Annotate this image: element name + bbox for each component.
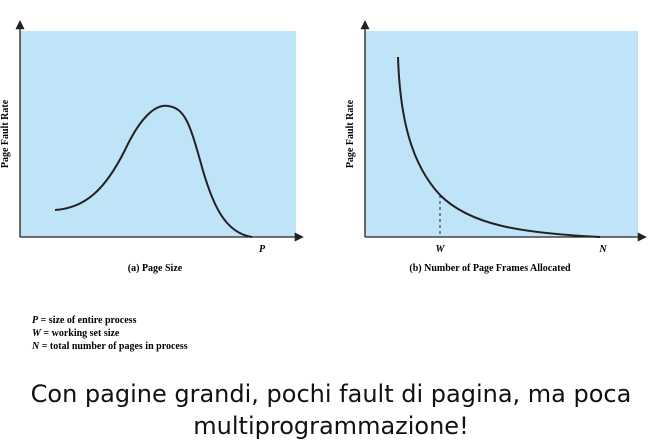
curve bbox=[54, 104, 253, 238]
plot-area bbox=[20, 31, 296, 237]
y-label: Page Fault Rate bbox=[0, 99, 11, 168]
legend-text: = working set size bbox=[43, 328, 120, 339]
legend-symbol: P bbox=[32, 315, 39, 326]
legend-symbol: W bbox=[32, 328, 42, 339]
legend-item: W = working set size bbox=[32, 328, 120, 339]
x-mark: P bbox=[259, 244, 266, 255]
panel-caption: (a) Page Size bbox=[128, 263, 183, 274]
legend-symbol: N bbox=[31, 341, 40, 352]
x-mark: W bbox=[436, 244, 446, 255]
panel-caption: (b) Number of Page Frames Allocated bbox=[409, 263, 571, 274]
legend-item: N = total number of pages in process bbox=[31, 341, 188, 352]
legend-text: = total number of pages in process bbox=[42, 341, 188, 352]
x-mark: N bbox=[598, 244, 607, 255]
legend-text: = size of entire process bbox=[41, 315, 137, 326]
legend-item: P = size of entire process bbox=[32, 315, 137, 326]
footer-line: multiprogrammazione! bbox=[193, 412, 468, 440]
plot-area bbox=[365, 31, 638, 237]
y-label: Page Fault Rate bbox=[345, 99, 356, 168]
footer-line: Con pagine grandi, pochi fault di pagina… bbox=[31, 380, 632, 408]
legend: P = size of entire process W = working s… bbox=[31, 315, 188, 352]
